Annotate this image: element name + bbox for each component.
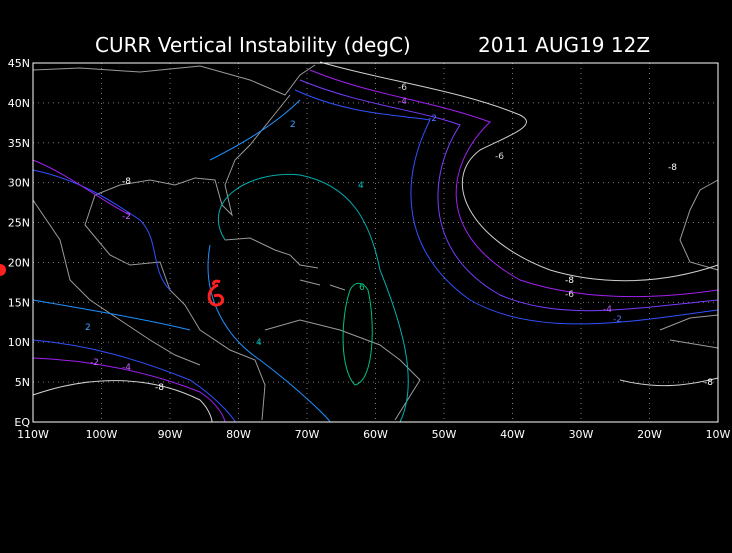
contour (299, 79, 719, 312)
lon-label: 40W (500, 428, 525, 441)
lat-label: 45N (8, 57, 30, 70)
contour-label: -6 (495, 152, 504, 162)
contours (32, 61, 719, 423)
lat-label: 25N (8, 217, 30, 230)
lon-label: 110W (17, 428, 49, 441)
contour (319, 61, 719, 282)
contour (309, 69, 719, 298)
contour-label: -2 (613, 315, 622, 325)
lon-label: 10W (706, 428, 731, 441)
lat-label: 5N (15, 376, 30, 389)
lon-label: 80W (226, 428, 251, 441)
contour (342, 282, 373, 386)
grid (33, 63, 718, 422)
hurricane-symbol (207, 279, 224, 307)
contour-label: 2 (290, 120, 296, 130)
coastline (32, 64, 316, 421)
lon-label: 50W (432, 428, 457, 441)
coastlines (32, 64, 719, 421)
lon-label: 60W (363, 428, 388, 441)
lon-label: 30W (569, 428, 594, 441)
map-title: CURR Vertical Instability (degC) (95, 33, 411, 57)
lon-label: 100W (86, 428, 118, 441)
contour-label: -6 (398, 83, 407, 93)
contour-label: -8 (704, 378, 713, 388)
contour-label: -6 (565, 290, 574, 300)
lat-label: 35N (8, 137, 30, 150)
contour (32, 99, 331, 423)
contour-label: 2 (85, 323, 91, 333)
lat-label: EQ (14, 416, 30, 429)
lat-label: 40N (8, 97, 30, 110)
plot-frame (32, 62, 719, 423)
contour-label: -4 (603, 305, 612, 315)
storm-marker (0, 264, 6, 276)
contour-label: -8 (155, 383, 164, 393)
lat-label: 30N (8, 177, 30, 190)
contour (294, 89, 719, 325)
lat-label: 15N (8, 296, 30, 309)
contour-label: -8 (122, 177, 131, 187)
contour (32, 169, 236, 423)
contour-label: -4 (122, 363, 131, 373)
lat-label: 20N (8, 256, 30, 269)
contour-label: -8 (668, 163, 677, 173)
lon-label: 90W (158, 428, 183, 441)
contour-label: -2 (90, 358, 99, 368)
contour (32, 377, 719, 423)
contour-label: -4 (398, 97, 407, 107)
valid-time: 2011 AUG19 12Z (478, 33, 650, 57)
island (224, 237, 346, 291)
contour (32, 159, 226, 423)
lon-label: 20W (637, 428, 662, 441)
coastline (32, 199, 201, 366)
contour-label: 4 (358, 181, 364, 191)
contour-label: 4 (256, 338, 262, 348)
contour-label: -2 (428, 114, 437, 124)
coastline (264, 319, 421, 421)
contour-label: -2 (122, 212, 131, 222)
contour-label: 6 (359, 283, 365, 293)
labels: 110W 100W 90W 80W 70W 60W 50W 40W 30W 20W 10W45N40… (8, 57, 731, 441)
coastline (659, 179, 719, 349)
contour-label: -8 (565, 276, 574, 286)
lon-label: 70W (295, 428, 320, 441)
lat-label: 10N (8, 336, 30, 349)
contour (218, 173, 409, 423)
